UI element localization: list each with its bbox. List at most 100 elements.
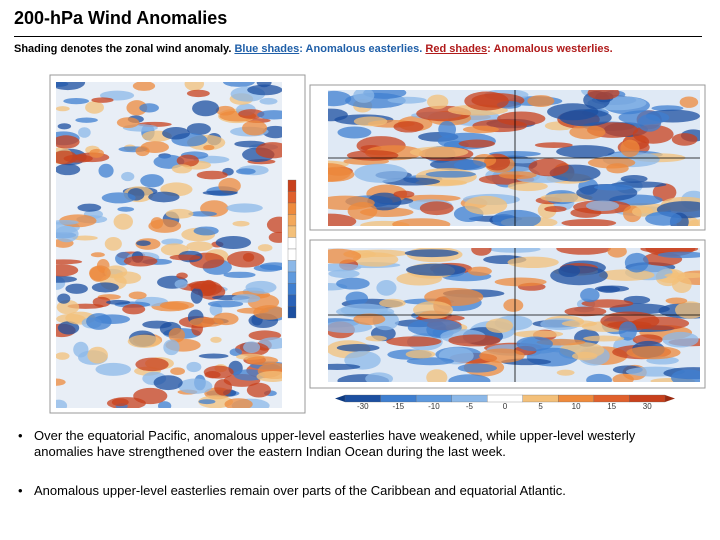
shade-blob — [56, 150, 78, 165]
shade-blob — [448, 334, 501, 347]
shade-blob — [253, 305, 282, 320]
shade-blob — [569, 124, 606, 140]
shade-blob — [257, 244, 273, 252]
shade-blob — [142, 320, 172, 329]
colorbar-swatch — [287, 202, 297, 215]
shade-blob — [238, 109, 265, 119]
shade-blob — [337, 126, 372, 139]
shade-blob — [117, 206, 135, 212]
colorbar-label: -5 — [466, 402, 474, 411]
shade-blob — [198, 399, 216, 405]
colorbar-label: 0 — [503, 402, 508, 411]
shade-blob — [507, 181, 548, 192]
shade-blob — [213, 312, 239, 326]
shade-blob — [91, 97, 114, 103]
shade-blob — [243, 341, 261, 353]
colorbar-end — [335, 395, 345, 402]
shade-blob — [328, 363, 361, 370]
colorbar-swatch — [287, 179, 297, 192]
shade-blob — [223, 82, 255, 87]
colorbar-swatch — [522, 394, 559, 403]
shade-blob — [485, 318, 514, 333]
shade-blob — [229, 348, 243, 356]
shade-blob — [92, 296, 111, 308]
colorbar-swatch — [415, 394, 452, 403]
shade-blob — [169, 254, 201, 261]
shade-blob — [56, 378, 66, 386]
shade-blob — [561, 218, 617, 226]
shade-blob — [234, 140, 266, 148]
shade-blob — [246, 356, 279, 365]
shade-blob — [232, 220, 250, 227]
shade-blob — [424, 287, 484, 307]
shade-blob — [559, 109, 612, 127]
shade-blob — [133, 387, 168, 405]
shade-blob — [57, 321, 80, 335]
blue-label: Blue shades — [234, 43, 300, 55]
colorbar-swatch — [287, 248, 297, 261]
shade-blob — [215, 105, 235, 116]
hovmoller-shading — [56, 82, 282, 408]
shade-blob — [406, 263, 467, 276]
shade-blob — [336, 344, 380, 352]
colorbar-swatch — [287, 294, 297, 307]
shade-blob — [594, 285, 630, 292]
map-top-shading — [328, 90, 700, 226]
shade-blob — [471, 248, 492, 256]
shade-blob — [56, 352, 70, 360]
hovmoller-colorbar — [287, 179, 297, 319]
shade-blob — [65, 283, 88, 294]
shade-blob — [419, 201, 454, 216]
colorbar-swatch — [287, 237, 297, 250]
colorbar-label: -15 — [393, 402, 405, 411]
shade-blob — [345, 291, 369, 306]
colorbar-swatch — [287, 306, 297, 319]
shade-blob — [72, 235, 98, 241]
shade-blob — [56, 275, 77, 283]
colorbar-end — [665, 395, 675, 402]
blue-text: : Anomalous easterlies. — [299, 43, 423, 55]
shade-blob — [196, 170, 228, 180]
shade-blob — [425, 170, 476, 178]
shade-blob — [386, 336, 442, 347]
shade-blob — [586, 373, 612, 382]
shade-blob — [89, 148, 104, 158]
shade-blob — [376, 280, 397, 296]
shade-blob — [198, 353, 229, 359]
shade-blob — [168, 327, 186, 343]
shade-blob — [618, 321, 637, 341]
shade-blob — [176, 154, 199, 167]
shade-blob — [86, 313, 112, 330]
shade-blob — [507, 256, 559, 269]
shade-blob — [174, 279, 188, 289]
shade-blob — [57, 293, 71, 304]
shade-blob — [467, 266, 492, 276]
shade-blob — [210, 336, 222, 343]
red-text: : Anomalous westerlies. — [487, 43, 613, 55]
shade-blob — [598, 269, 655, 281]
shade-blob — [665, 297, 688, 305]
shade-blob — [679, 96, 699, 108]
shade-blob — [534, 142, 573, 148]
shade-blob — [128, 291, 147, 300]
shade-blob — [163, 339, 180, 356]
shade-blob — [328, 263, 362, 272]
shade-blob — [488, 248, 541, 253]
shade-blob — [247, 84, 282, 96]
shade-blob — [631, 206, 654, 217]
colorbar-swatch — [344, 394, 381, 403]
shade-blob — [268, 231, 282, 243]
shade-blob — [392, 218, 451, 226]
shade-blob — [190, 287, 203, 304]
shade-blob — [393, 121, 424, 133]
shade-blob — [140, 174, 164, 188]
shade-blob — [186, 123, 211, 135]
shade-blob — [56, 135, 80, 149]
title-rule — [14, 36, 702, 37]
shade-blob — [527, 95, 555, 107]
shade-blob — [379, 298, 406, 308]
shade-blob — [56, 399, 68, 408]
shade-blob — [328, 248, 362, 264]
shade-blob — [353, 90, 375, 103]
